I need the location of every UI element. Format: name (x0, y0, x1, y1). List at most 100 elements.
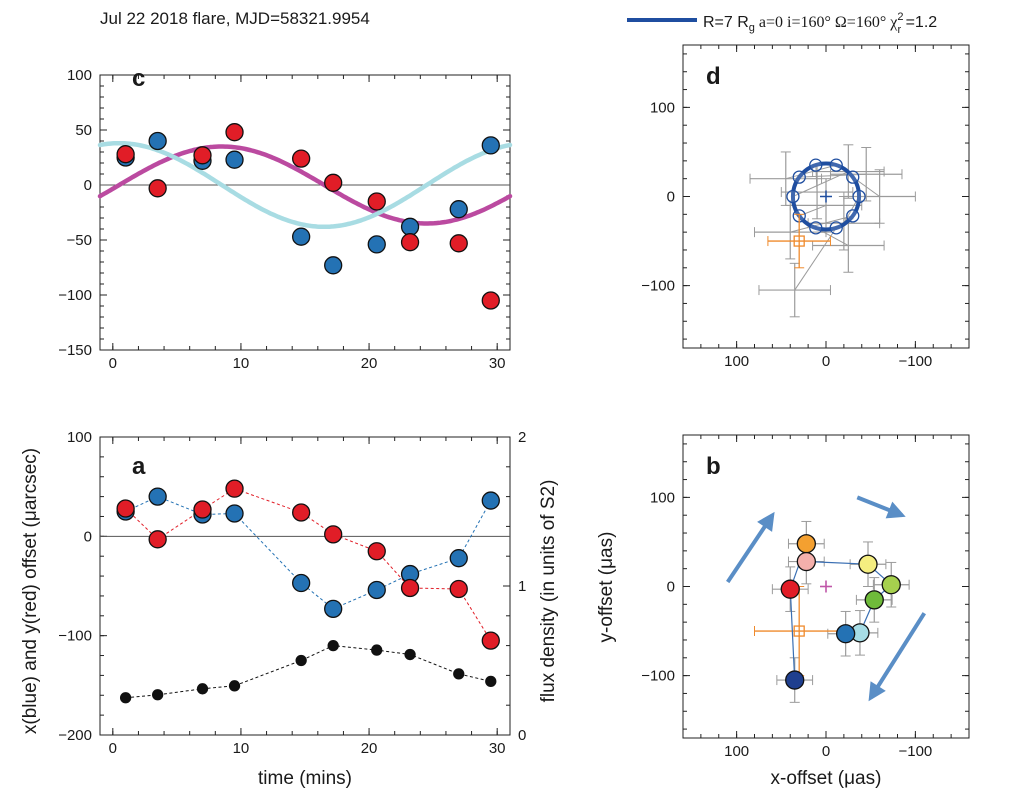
orbit-ring (790, 161, 862, 232)
blue-data-point (449, 549, 468, 568)
star-marker (793, 625, 805, 637)
blue-data-point (481, 136, 500, 155)
y-tick-label: −200 (58, 727, 92, 744)
x-tick-label: 10 (233, 355, 250, 372)
x-tick-label: 20 (361, 740, 378, 757)
panel-c-frame (99, 74, 511, 351)
y-tick-label: 0 (84, 177, 92, 194)
panel-a-plot-area (100, 479, 510, 704)
blue-data-point (148, 487, 167, 506)
red-data-point (225, 479, 244, 498)
y-tick-label: 0 (667, 579, 675, 596)
position-point (858, 554, 878, 574)
motion-arrow-head (757, 511, 775, 532)
blue-data-point (292, 573, 311, 593)
blue-data-point (148, 131, 167, 151)
red-data-point (324, 173, 343, 192)
panel-c: 0 10 20 30 −150 −100 −50 0 50 100 c (58, 65, 513, 372)
red-data-point (225, 123, 244, 142)
model-legend: R=7 Rg a=0 i=160° Ω=160° χ2 r =1.2 (627, 11, 937, 36)
blue-data-point (367, 235, 386, 254)
panel-c-letter: c (132, 65, 145, 92)
red-data-point (481, 631, 500, 650)
panel-b-letter: b (706, 453, 721, 480)
x-tick-label: 10 (233, 740, 250, 757)
red-data-point (367, 192, 386, 211)
red-data-point (148, 530, 167, 549)
y2-tick-label: 1 (518, 578, 526, 595)
panel-c-plot-area (97, 123, 513, 310)
red-data-point (481, 291, 500, 310)
y-tick-label: −100 (58, 287, 92, 304)
position-point (780, 579, 800, 599)
x-tick-label: −100 (898, 743, 932, 760)
x-tick-label: 100 (724, 353, 749, 370)
right-y-axis-label: flux density (in units of S2) (538, 480, 559, 703)
y-tick-label: −100 (58, 628, 92, 645)
black-data-point (196, 683, 209, 695)
red-data-point (116, 499, 135, 518)
position-point (864, 590, 884, 610)
x-tick-label: 30 (489, 740, 506, 757)
panel-c-ticks: 0 10 20 30 −150 −100 −50 0 50 100 (58, 67, 510, 372)
residual-line (790, 215, 853, 233)
y-tick-label: 100 (67, 429, 92, 446)
black-data-point (327, 639, 339, 652)
panel-b-plot-area (726, 495, 927, 703)
y-tick-label: −100 (641, 278, 675, 295)
red-data-point (292, 503, 311, 522)
position-point (881, 575, 901, 595)
blue-data-point (292, 227, 311, 246)
blue-data-point (225, 150, 244, 169)
x-tick-label: 20 (361, 355, 378, 372)
red-data-point (193, 500, 212, 519)
x-tick-label: −100 (898, 353, 932, 370)
orbit-sample-marker (829, 158, 843, 172)
red-data-point (400, 578, 420, 598)
blue-data-point (367, 580, 386, 600)
y2-tick-label: 2 (518, 429, 526, 446)
black-data-point (295, 654, 307, 667)
red-data-point (449, 579, 468, 599)
position-point (796, 551, 816, 572)
motion-arrow-head (868, 681, 886, 702)
red-data-point (400, 233, 420, 252)
magenta-model-curve (97, 144, 513, 226)
time-x-axis-label: time (mins) (258, 768, 352, 789)
orbit-sample-marker (829, 221, 843, 235)
panel-a: 0 10 20 30 −200 −100 0 100 0 1 2 a (58, 429, 526, 757)
motion-arrow (868, 612, 927, 699)
panel-a-letter: a (132, 453, 146, 480)
star-marker (793, 235, 805, 247)
blue-data-point (225, 504, 244, 523)
position-point (785, 670, 805, 690)
black-data-point (485, 675, 497, 688)
red-data-point (324, 525, 343, 544)
black-data-point (371, 644, 383, 656)
x-tick-label: 0 (109, 355, 117, 372)
black-data-point (404, 648, 416, 661)
y-tick-label: −150 (58, 342, 92, 359)
y2-tick-label: 0 (518, 727, 526, 744)
red-data-point (367, 542, 386, 561)
blue-data-point (400, 217, 420, 236)
motion-arrow-head (885, 501, 906, 519)
orbit-sample-marker (846, 209, 860, 223)
residual-line (794, 227, 837, 291)
left-y-axis-label: x(blue) and y(red) offset (μarcsec) (20, 448, 41, 734)
x-tick-label: 0 (822, 353, 830, 370)
black-series-line (125, 645, 491, 699)
blue-data-point (324, 256, 343, 275)
orbit-sample-marker (846, 170, 860, 184)
red-data-point (148, 179, 167, 198)
orbit-sample-marker (786, 189, 800, 204)
cyan-model-curve (97, 140, 513, 230)
red-data-point (449, 234, 468, 253)
y-tick-label: 50 (75, 122, 92, 139)
position-point (796, 534, 816, 554)
red-data-point (116, 145, 135, 164)
x-tick-label: 30 (489, 355, 506, 372)
panel-b-ticks: 100 0 −100 −100 0 100 (641, 435, 970, 760)
black-data-point (152, 689, 164, 701)
